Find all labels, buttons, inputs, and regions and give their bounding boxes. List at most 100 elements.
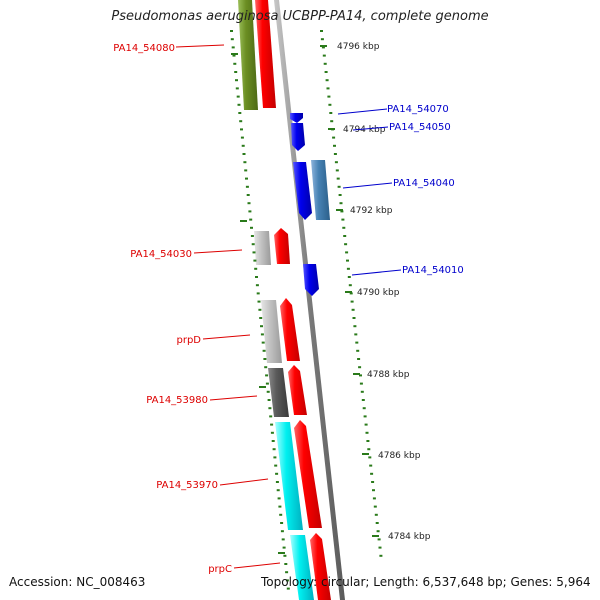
ruler-dot-left — [245, 177, 248, 180]
gene-pa14-54010 — [303, 264, 319, 296]
ruler-dot-left — [232, 54, 236, 57]
gene-label-pa14-54050: PA14_54050 — [389, 122, 451, 133]
ruler-dot-left — [283, 554, 287, 557]
ruler-dot-left — [254, 267, 258, 270]
ruler-dot-left — [270, 431, 274, 434]
ruler-dot-left — [260, 325, 263, 328]
ruler-dot-left — [262, 349, 266, 352]
leader-pa14-54040 — [342, 182, 393, 189]
genome-backbone — [274, 0, 345, 600]
ruler-dot-right — [377, 538, 381, 541]
ruler-dot-left — [278, 505, 282, 508]
ruler-dot-right — [349, 292, 353, 295]
ruler-dot-left — [261, 341, 265, 344]
ruler-dot-right — [342, 226, 346, 229]
ruler-dot-right — [352, 317, 356, 319]
ruler-dot-left — [259, 317, 263, 319]
leader-pa14-54080 — [175, 44, 225, 48]
ruler-dot-right — [323, 62, 327, 65]
ruler-dot-right — [361, 399, 365, 401]
ruler-dot-right — [357, 358, 361, 360]
ruler-dot-left — [266, 390, 270, 393]
ruler-dot-left — [233, 62, 237, 65]
ruler-dot-right — [336, 177, 340, 180]
leader-prpc — [233, 562, 281, 569]
ruler-dot-left — [279, 513, 283, 516]
gene-pa14-53970-red — [294, 420, 322, 528]
ruler-dot-right — [333, 153, 337, 155]
ruler-dot-right — [332, 136, 336, 139]
gene-label-pa14-54040: PA14_54040 — [393, 178, 455, 189]
ruler-dot-left — [244, 169, 248, 172]
ruler-dot-left — [237, 103, 241, 106]
ruler-dot-left — [274, 464, 278, 467]
ruler-dot-left — [268, 407, 272, 410]
ruler-dot-left — [270, 423, 274, 426]
ruler-dot-right — [358, 366, 362, 369]
gene-label-pa14-54070: PA14_54070 — [387, 104, 449, 115]
ruler-dot-left — [282, 546, 286, 549]
leader-pa14-54010 — [351, 269, 402, 276]
ruler-dot-right — [360, 390, 364, 393]
ruler-dot-left — [280, 530, 284, 533]
ruler-dot-left — [281, 538, 285, 541]
ruler-dot-right — [372, 489, 375, 492]
gene-pa14-54030 — [254, 231, 271, 265]
ruler-dot-right — [334, 161, 338, 164]
ruler-dot-left — [230, 30, 233, 32]
ruler-dot-left — [251, 243, 255, 246]
ruler-dots — [230, 30, 383, 590]
gene-pa14-53980 — [268, 368, 289, 417]
ruler-dot-right — [364, 423, 368, 426]
ruler-dot-right — [351, 308, 355, 311]
ruler-dot-left — [246, 194, 250, 196]
ruler-dot-right — [339, 202, 343, 205]
ruler-dot-left — [240, 136, 244, 139]
kbp-label-4786: 4786 kbp — [378, 451, 421, 461]
ruler-dot-left — [249, 218, 253, 221]
ruler-dot-left — [240, 128, 243, 131]
ruler-dot-left — [245, 185, 249, 188]
ruler-dot-right — [353, 325, 357, 328]
ruler-dot-left — [250, 235, 254, 237]
ruler-dot-right — [371, 481, 375, 483]
ruler-dot-left — [256, 292, 260, 295]
ruler-dot-right — [379, 554, 383, 557]
ruler-dot-left — [248, 210, 252, 213]
ruler-dot-right — [337, 185, 341, 188]
ruler-dot-left — [260, 333, 264, 336]
ruler-dot-right — [359, 374, 362, 377]
ruler-dot-right — [348, 284, 352, 287]
ruler-dot-left — [253, 259, 257, 262]
ruler-dot-right — [363, 415, 367, 418]
gene-pa14-54080-red — [255, 0, 276, 108]
ruler-dot-left — [242, 153, 246, 155]
ruler-dot-right — [327, 95, 331, 98]
ruler-dot-left — [285, 571, 289, 574]
ruler-dot-left — [258, 308, 262, 311]
gene-pa14-54040-a — [293, 162, 312, 220]
leader-pa14-54030 — [193, 249, 243, 254]
gene-label-pa14-54010: PA14_54010 — [402, 265, 464, 276]
gene-label-prpd: prpD — [176, 335, 201, 346]
ruler-dot-right — [375, 522, 379, 524]
ruler-dot-right — [346, 267, 350, 270]
ruler-dot-left — [230, 38, 234, 41]
kbp-label-4794: 4794 kbp — [343, 125, 386, 135]
ruler-dot-left — [255, 276, 258, 278]
gene-pa14-53980-red — [288, 365, 307, 415]
ruler-dot-right — [329, 112, 333, 114]
ruler-dot-left — [239, 120, 243, 123]
ruler-dot-left — [241, 144, 245, 147]
kbp-label-4796: 4796 kbp — [337, 42, 380, 52]
ruler-dot-right — [355, 341, 359, 344]
ruler-dot-left — [255, 284, 259, 287]
ruler-dot-left — [250, 226, 253, 229]
ruler-dot-right — [341, 218, 345, 221]
ruler-dot-right — [378, 546, 382, 549]
kbp-label-4790: 4790 kbp — [357, 288, 400, 298]
ruler-dot-left — [257, 300, 261, 303]
map-title: Pseudomonas aeruginosa UCBPP-PA14, compl… — [111, 9, 489, 24]
genome-stats-text: Topology: circular; Length: 6,537,648 bp… — [261, 575, 591, 589]
ruler-dot-left — [264, 366, 268, 369]
